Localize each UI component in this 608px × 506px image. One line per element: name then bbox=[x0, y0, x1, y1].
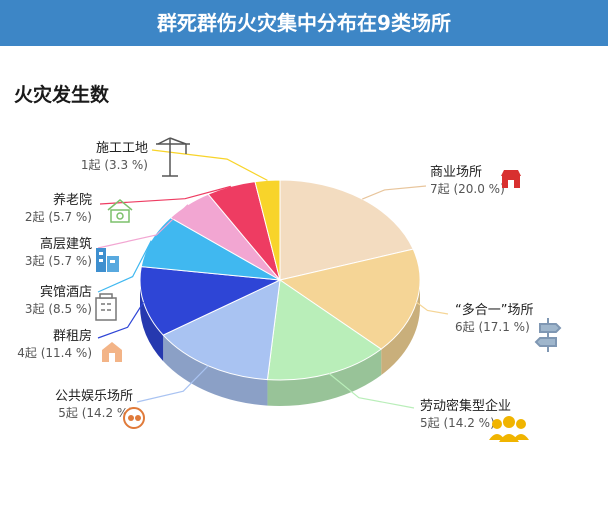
pie-slice-side bbox=[267, 349, 382, 407]
leader-line bbox=[362, 185, 427, 200]
leader-line bbox=[97, 301, 145, 339]
leader-line bbox=[97, 240, 152, 293]
slice-icons bbox=[95, 137, 562, 442]
high-rise-icon bbox=[96, 248, 119, 272]
shop-icon bbox=[501, 170, 521, 188]
slice-name-label: 公共娱乐场所 bbox=[55, 389, 133, 404]
slice-name-label: 商业场所 bbox=[430, 165, 482, 180]
pie-slice bbox=[139, 266, 282, 336]
slice-value-label: 2起 (5.7 %) bbox=[25, 210, 92, 224]
slice-value-label: 1起 (3.3 %) bbox=[81, 158, 148, 172]
slice-name-label: 施工工地 bbox=[96, 141, 148, 156]
chart-title: 群死群伤火灾集中分布在9类场所 bbox=[157, 11, 451, 35]
slice-name-label: 群租房 bbox=[53, 328, 92, 344]
leader-line bbox=[151, 149, 268, 181]
slice-name-label: 宾馆酒店 bbox=[40, 284, 92, 300]
pie-slice bbox=[266, 279, 383, 381]
slice-labels: 商业场所 7起 (20.0 %) “多合一”场所 6起 (17.1 %) 劳动密集型企业… bbox=[17, 141, 533, 430]
slice-name-label: “多合一”场所 bbox=[455, 302, 533, 318]
pie-slices bbox=[139, 179, 421, 407]
signpost-icon bbox=[534, 318, 562, 352]
slice-name-label: 养老院 bbox=[53, 192, 92, 208]
slice-value-label: 5起 (14.2 %) bbox=[58, 406, 133, 420]
pie-slice bbox=[279, 179, 414, 281]
pie-slice-side bbox=[381, 280, 420, 376]
chart-subtitle: 火灾发生数 bbox=[14, 84, 110, 106]
leader-line bbox=[416, 301, 449, 315]
pie-slice-side bbox=[163, 335, 268, 406]
slice-name-label: 高层建筑 bbox=[40, 236, 92, 252]
slice-value-label: 6起 (17.1 %) bbox=[455, 320, 530, 334]
rental-house-icon bbox=[102, 342, 122, 362]
slice-value-label: 4起 (11.4 %) bbox=[17, 346, 92, 360]
hotel-icon bbox=[95, 293, 117, 321]
leader-line bbox=[136, 365, 209, 403]
slice-value-label: 3起 (8.5 %) bbox=[25, 302, 92, 316]
pie-slice bbox=[162, 279, 281, 381]
leader-line bbox=[99, 185, 231, 205]
leader-lines bbox=[97, 149, 449, 409]
workers-icon bbox=[489, 416, 529, 442]
slice-name-label: 劳动密集型企业 bbox=[420, 398, 511, 414]
slice-value-label: 3起 (5.7 %) bbox=[25, 254, 92, 268]
ktv-icon bbox=[123, 407, 145, 429]
chart-title-bar: 群死群伤火灾集中分布在9类场所 bbox=[0, 0, 608, 46]
slice-value-label: 5起 (14.2 %) bbox=[420, 416, 495, 430]
leader-line bbox=[97, 204, 189, 249]
nursing-home-icon bbox=[107, 199, 133, 223]
leader-line bbox=[328, 373, 415, 409]
construction-tower-icon bbox=[156, 137, 190, 177]
pie-slice bbox=[278, 248, 421, 350]
slice-value-label: 7起 (20.0 %) bbox=[430, 182, 505, 196]
